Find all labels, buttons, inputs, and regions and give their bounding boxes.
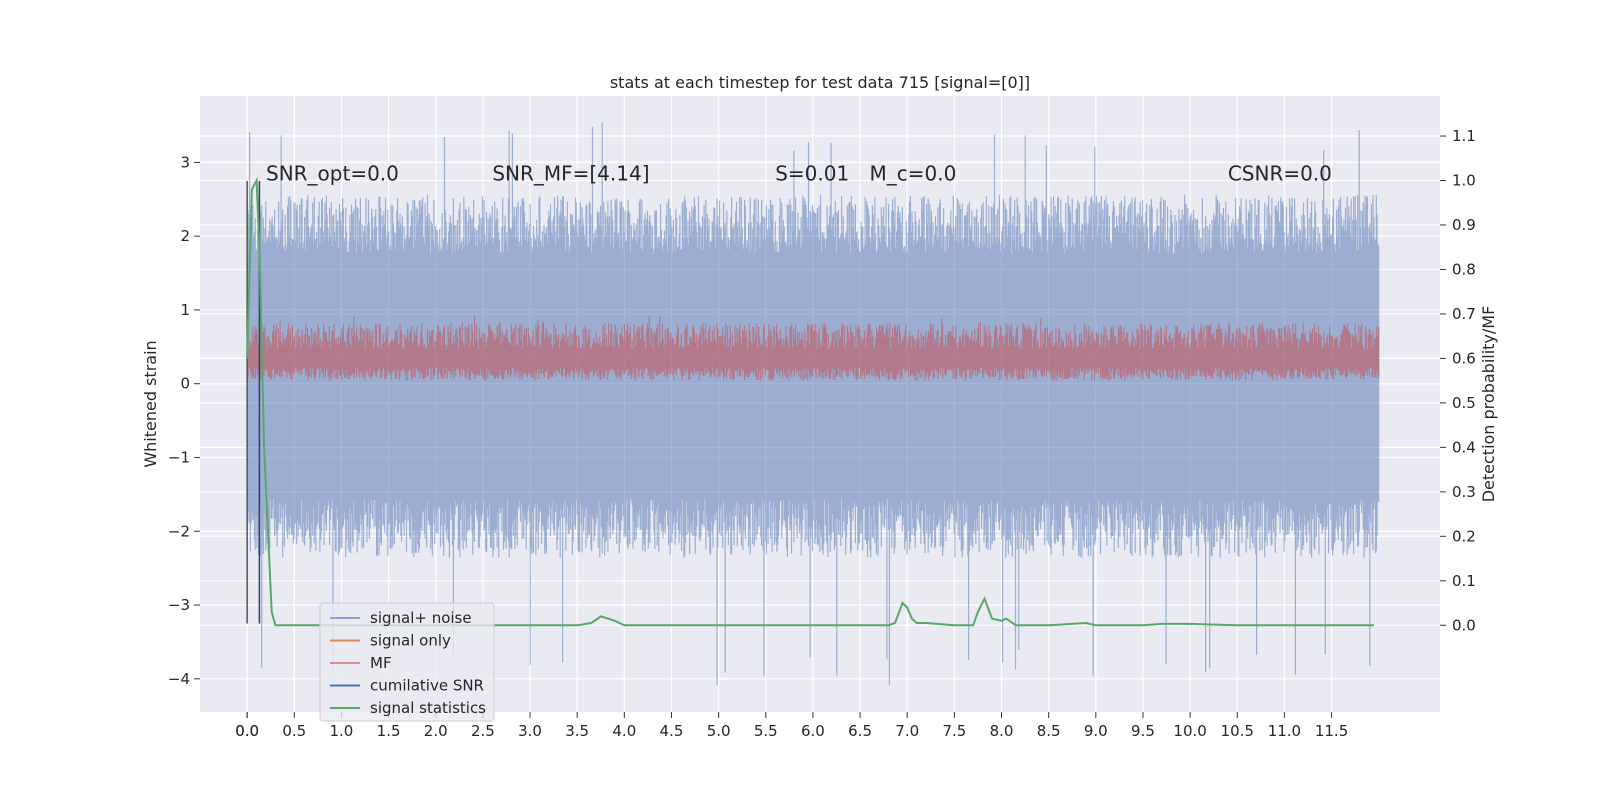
y-axis-right-label: Detection probability/MF xyxy=(1479,306,1498,503)
y-tick-label: 1 xyxy=(180,301,190,319)
x-tick-label: 8.5 xyxy=(1037,722,1061,740)
y-right-tick-label: 0.7 xyxy=(1452,305,1476,323)
x-tick-label: 9.5 xyxy=(1131,722,1155,740)
y-axis-label: Whitened strain xyxy=(141,340,160,467)
x-tick-label: 10.5 xyxy=(1221,722,1254,740)
x-tick-label: 0.0 xyxy=(235,722,259,740)
y-right-tick-label: 0.8 xyxy=(1452,260,1476,278)
y-right-tick-label: 1.1 xyxy=(1452,127,1476,145)
y-right-tick-label: 0.0 xyxy=(1452,616,1476,634)
y-tick-label: 3 xyxy=(180,153,190,171)
series-lines xyxy=(246,176,1374,627)
x-tick-label: 6.0 xyxy=(801,722,825,740)
x-tick-label: 1.0 xyxy=(330,722,354,740)
x-tick-label: 3.0 xyxy=(518,722,542,740)
y-right-tick-label: 1.0 xyxy=(1452,172,1476,190)
x-tick-label: 0.5 xyxy=(282,722,306,740)
legend-box xyxy=(319,602,495,722)
legend-label: signal+ noise xyxy=(370,609,472,627)
y-tick-label: −3 xyxy=(168,596,190,614)
x-tick-label: 11.0 xyxy=(1268,722,1301,740)
legend-items: signal+ noise signal only MF cumilative SNR… xyxy=(330,609,486,717)
y-right-tick-label: 0.2 xyxy=(1452,527,1476,545)
y-right-tick-label: 0.1 xyxy=(1452,572,1476,590)
x-tick-label: 4.0 xyxy=(612,722,636,740)
x-axis-ticks: 0.00.0 0.5 1.0 1.5 2.0 2.5 3.0 3.5 4.0 4.5 5.0 5.5 6… xyxy=(235,712,1348,740)
annotation-text: CSNR=0.0 xyxy=(1228,161,1332,185)
x-tick-label: 7.0 xyxy=(895,722,919,740)
legend-label: MF xyxy=(370,654,392,672)
y-right-tick-label: 0.3 xyxy=(1452,483,1476,501)
x-tick-label: 6.5 xyxy=(848,722,872,740)
chart-title: stats at each timestep for test data 715… xyxy=(610,73,1030,92)
series-signal-statistics xyxy=(246,176,1374,627)
x-tick-label: 3.5 xyxy=(565,722,589,740)
x-tick-label: 0.0 xyxy=(235,722,259,740)
annotations: SNR_opt=0.0 SNR_MF=[4.14] S=0.01 M_c=0.0 CSN… xyxy=(266,161,1332,185)
annotation-text: S=0.01 xyxy=(775,161,849,185)
x-tick-label: 5.0 xyxy=(707,722,731,740)
y-right-tick-label: 0.9 xyxy=(1452,216,1476,234)
x-tick-label: 10.0 xyxy=(1173,722,1206,740)
x-tick-label: 2.0 xyxy=(424,722,448,740)
legend-label: signal only xyxy=(370,632,451,650)
y-axis-ticks: −4 −3 −2 −1 0 1 2 3 xyxy=(168,153,200,688)
annotation-text: M_c=0.0 xyxy=(870,161,957,185)
x-tick-label: 2.5 xyxy=(471,722,495,740)
y-tick-label: 2 xyxy=(180,227,190,245)
legend-label: signal statistics xyxy=(370,699,486,717)
y-right-tick-label: 0.4 xyxy=(1452,438,1476,456)
x-tick-label: 4.5 xyxy=(660,722,684,740)
x-tick-label: 5.5 xyxy=(754,722,778,740)
y-right-tick-label: 0.6 xyxy=(1452,349,1476,367)
legend: signal+ noise signal only MF cumilative SNR… xyxy=(319,602,495,722)
y-axis-right-ticks: 0.0 0.1 0.2 0.3 0.4 0.5 0.6 0.7 0.8 0.9 1.0 1.1 xyxy=(1440,127,1476,634)
y-tick-label: −2 xyxy=(168,522,190,540)
x-tick-label: 11.5 xyxy=(1315,722,1348,740)
y-tick-label: 0 xyxy=(180,375,190,393)
y-tick-label: −4 xyxy=(168,670,190,688)
y-tick-label: −1 xyxy=(168,448,190,466)
annotation-text: SNR_opt=0.0 xyxy=(266,161,399,185)
x-tick-label: 8.0 xyxy=(990,722,1014,740)
x-tick-label: 1.5 xyxy=(377,722,401,740)
x-tick-label: 9.0 xyxy=(1084,722,1108,740)
annotation-text: SNR_MF=[4.14] xyxy=(492,161,649,185)
y-right-tick-label: 0.5 xyxy=(1452,394,1476,412)
legend-label: cumilative SNR xyxy=(370,677,484,695)
x-tick-label: 7.5 xyxy=(942,722,966,740)
